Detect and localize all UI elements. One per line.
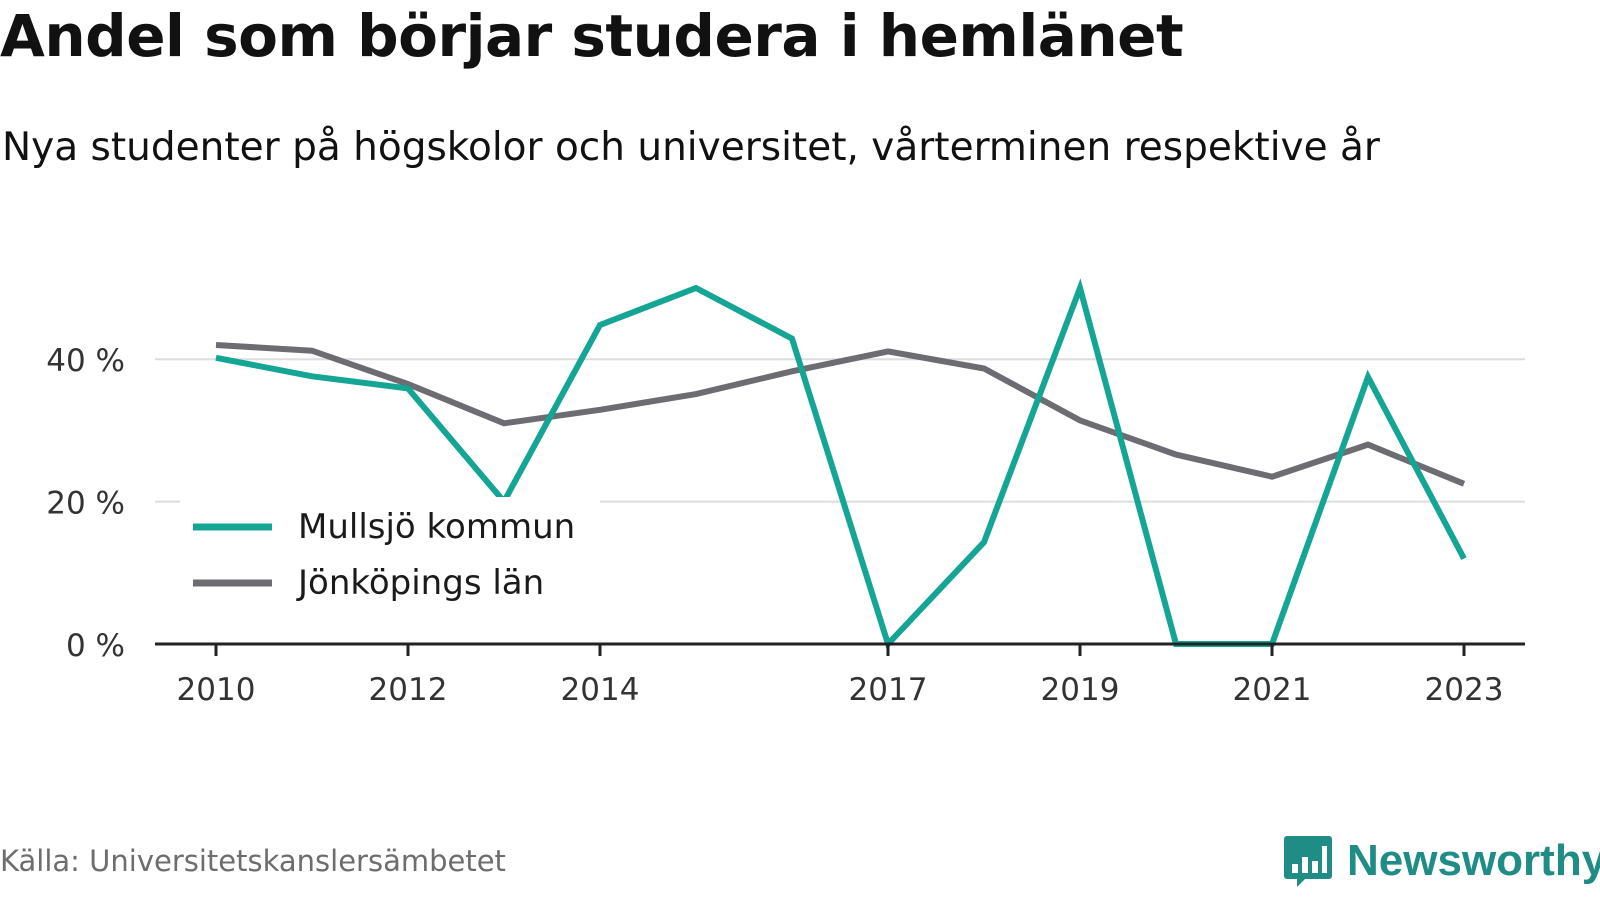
legend-label: Mullsjö kommun [298,507,575,547]
x-tick-label: 2021 [1233,672,1312,708]
y-tick-label: 40 % [46,343,125,379]
x-tick-label: 2014 [561,672,640,708]
y-tick-label: 0 % [66,628,125,664]
legend: Mullsjö kommun Jönköpings län [180,497,600,617]
x-axis: 2010 2012 2014 2017 2019 2021 2023 [155,642,1525,708]
x-tick-label: 2017 [849,672,928,708]
x-tick-label: 2010 [177,672,256,708]
series-line [215,342,1466,487]
line-chart: 0 % 20 % 40 % 2010 2012 2014 2017 2019 2021 2023… [46,278,1525,708]
y-axis-tick-labels: 0 % 20 % 40 % [46,343,125,664]
y-tick-label: 20 % [46,486,125,522]
x-tick-label: 2023 [1425,672,1504,708]
x-tick-label: 2012 [369,672,448,708]
chart-title: Andel som börjar studera i hemlänet [0,2,1184,70]
brand-logo: Newsworthy [1283,834,1600,888]
source-note: Källa: Universitetskanslersämbetet [0,844,506,878]
x-tick-label: 2019 [1041,672,1120,708]
brand-name: Newsworthy [1347,836,1600,885]
legend-label: Jönköpings län [296,563,544,603]
bar-chart-speech-bubble-icon [1284,836,1332,887]
chart-subtitle: Nya studenter på högskolor och universit… [2,125,1380,170]
legend-background [180,497,600,617]
